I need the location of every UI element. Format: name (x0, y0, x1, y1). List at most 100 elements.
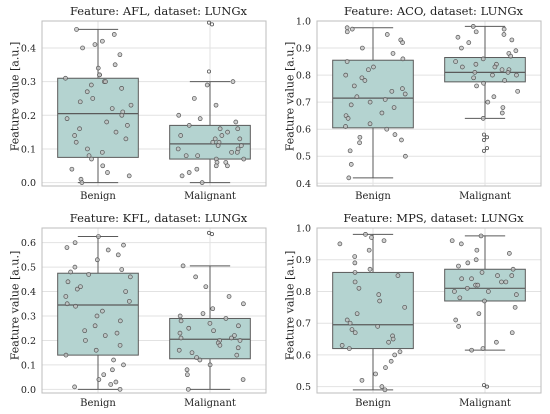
data-point (395, 273, 401, 278)
data-point (114, 330, 120, 336)
data-point (128, 102, 134, 108)
y-tick-label: 0.5 (296, 382, 311, 393)
data-point (232, 333, 237, 338)
data-point (235, 345, 241, 351)
y-tick-label: 0.6 (296, 125, 311, 136)
data-point (473, 257, 479, 263)
data-point (366, 67, 371, 73)
data-point (376, 292, 382, 297)
data-point (464, 285, 470, 291)
data-point (74, 27, 79, 32)
data-point (465, 260, 471, 266)
data-point (375, 324, 381, 329)
data-point (183, 153, 189, 159)
data-point (359, 75, 365, 81)
y-tick-label: 0.0 (21, 178, 36, 189)
data-point (178, 133, 184, 138)
data-point (197, 116, 203, 122)
data-point (184, 367, 190, 373)
outlier-point (484, 384, 489, 389)
data-point (117, 52, 123, 58)
data-point (389, 88, 395, 94)
data-point (397, 349, 403, 355)
data-point (458, 241, 464, 247)
data-point (491, 94, 497, 100)
data-point (455, 34, 461, 40)
data-point (200, 311, 206, 316)
data-point (383, 365, 388, 370)
data-point (185, 386, 191, 392)
y-tick-label: 0.6 (296, 350, 311, 361)
data-point (63, 352, 69, 358)
data-point (180, 263, 186, 269)
data-point (503, 279, 509, 285)
data-point (480, 116, 486, 121)
data-point (99, 149, 105, 155)
data-point (68, 269, 73, 275)
data-point (207, 362, 213, 368)
box-malignant (444, 57, 526, 83)
data-point (459, 45, 464, 51)
data-point (348, 102, 354, 108)
y-tick-label: 0.8 (296, 71, 311, 82)
data-point (199, 180, 205, 185)
data-point (514, 72, 519, 78)
data-point (100, 308, 105, 314)
x-tick-label: Malignant (459, 191, 511, 202)
data-point (349, 26, 355, 32)
data-point (367, 99, 373, 105)
y-tick-label: 0.5 (296, 152, 311, 163)
data-point (501, 32, 507, 37)
data-point (346, 346, 352, 351)
data-point (194, 355, 199, 360)
data-point (357, 134, 363, 140)
data-point (474, 83, 479, 89)
data-point (471, 75, 476, 81)
data-point (233, 119, 239, 125)
data-point (121, 362, 126, 368)
data-point (402, 91, 408, 97)
data-point (402, 304, 408, 310)
data-point (457, 295, 463, 301)
data-point (510, 266, 516, 272)
data-point (92, 323, 98, 329)
data-point (109, 106, 115, 111)
data-point (110, 367, 115, 373)
plot-frame (316, 20, 542, 187)
data-point (178, 318, 184, 324)
data-point (89, 156, 94, 162)
chart-title: Feature: ACO, dataset: LUNGx (343, 4, 524, 18)
data-point (344, 29, 350, 35)
data-point (347, 148, 353, 154)
x-tick-label: Benign (80, 398, 116, 409)
data-point (509, 273, 515, 278)
data-point (384, 126, 390, 132)
data-point (352, 254, 358, 259)
data-point (65, 279, 71, 285)
data-point (101, 372, 107, 378)
data-point (386, 339, 391, 345)
y-tick-label: 0.9 (296, 44, 311, 55)
data-point (352, 279, 358, 285)
data-point (382, 97, 388, 102)
data-point (78, 284, 83, 290)
data-point (176, 347, 182, 353)
y-tick-label: 0.7 (296, 319, 311, 330)
data-point (400, 40, 405, 45)
data-point (82, 328, 88, 334)
data-point (210, 139, 216, 145)
data-point (92, 42, 98, 47)
data-point (352, 330, 358, 336)
data-point (185, 372, 190, 378)
data-point (469, 276, 474, 282)
data-point (186, 325, 192, 331)
chart-title: Feature: MPS, dataset: LUNGx (343, 211, 524, 225)
data-point (351, 83, 357, 89)
data-point (117, 342, 123, 348)
data-point (505, 70, 511, 75)
data-point (113, 379, 119, 385)
data-point (88, 82, 94, 88)
data-point (237, 338, 243, 343)
data-point (93, 347, 99, 353)
data-point (73, 139, 79, 145)
